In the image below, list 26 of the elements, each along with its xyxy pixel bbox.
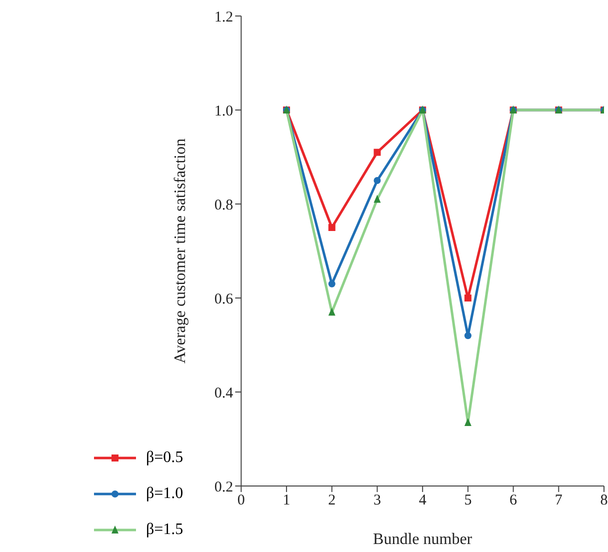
- x-tick-label: 8: [600, 492, 608, 509]
- y-tick-label: 0.2: [214, 479, 234, 496]
- point: [464, 294, 472, 302]
- legend-label: β=1.5: [146, 521, 184, 539]
- legend-label: β=1.0: [146, 485, 184, 503]
- point: [328, 280, 336, 288]
- x-tick-label: 6: [510, 492, 518, 509]
- y-tick-label: 1.0: [214, 103, 234, 120]
- y-tick-label: 1.2: [214, 9, 234, 26]
- y-tick-label: 0.4: [214, 385, 234, 402]
- y-tick-label: 0.8: [214, 197, 234, 214]
- y-axis-title: Average customer time satisfaction: [172, 138, 189, 364]
- x-tick-label: 1: [282, 492, 290, 509]
- point: [464, 332, 472, 340]
- x-tick-label: 7: [554, 492, 563, 509]
- point: [328, 224, 336, 231]
- y-tick-label: 0.6: [214, 291, 234, 308]
- point: [374, 148, 381, 156]
- x-tick-label: 2: [328, 492, 336, 509]
- x-tick-label: 5: [464, 492, 472, 509]
- legend-label: β=0.5: [146, 449, 184, 467]
- x-tick-label: 0: [237, 492, 245, 509]
- point: [374, 177, 381, 184]
- x-tick-label: 4: [418, 492, 427, 509]
- x-axis-title: Bundle number: [373, 531, 473, 548]
- x-tick-label: 3: [373, 492, 381, 509]
